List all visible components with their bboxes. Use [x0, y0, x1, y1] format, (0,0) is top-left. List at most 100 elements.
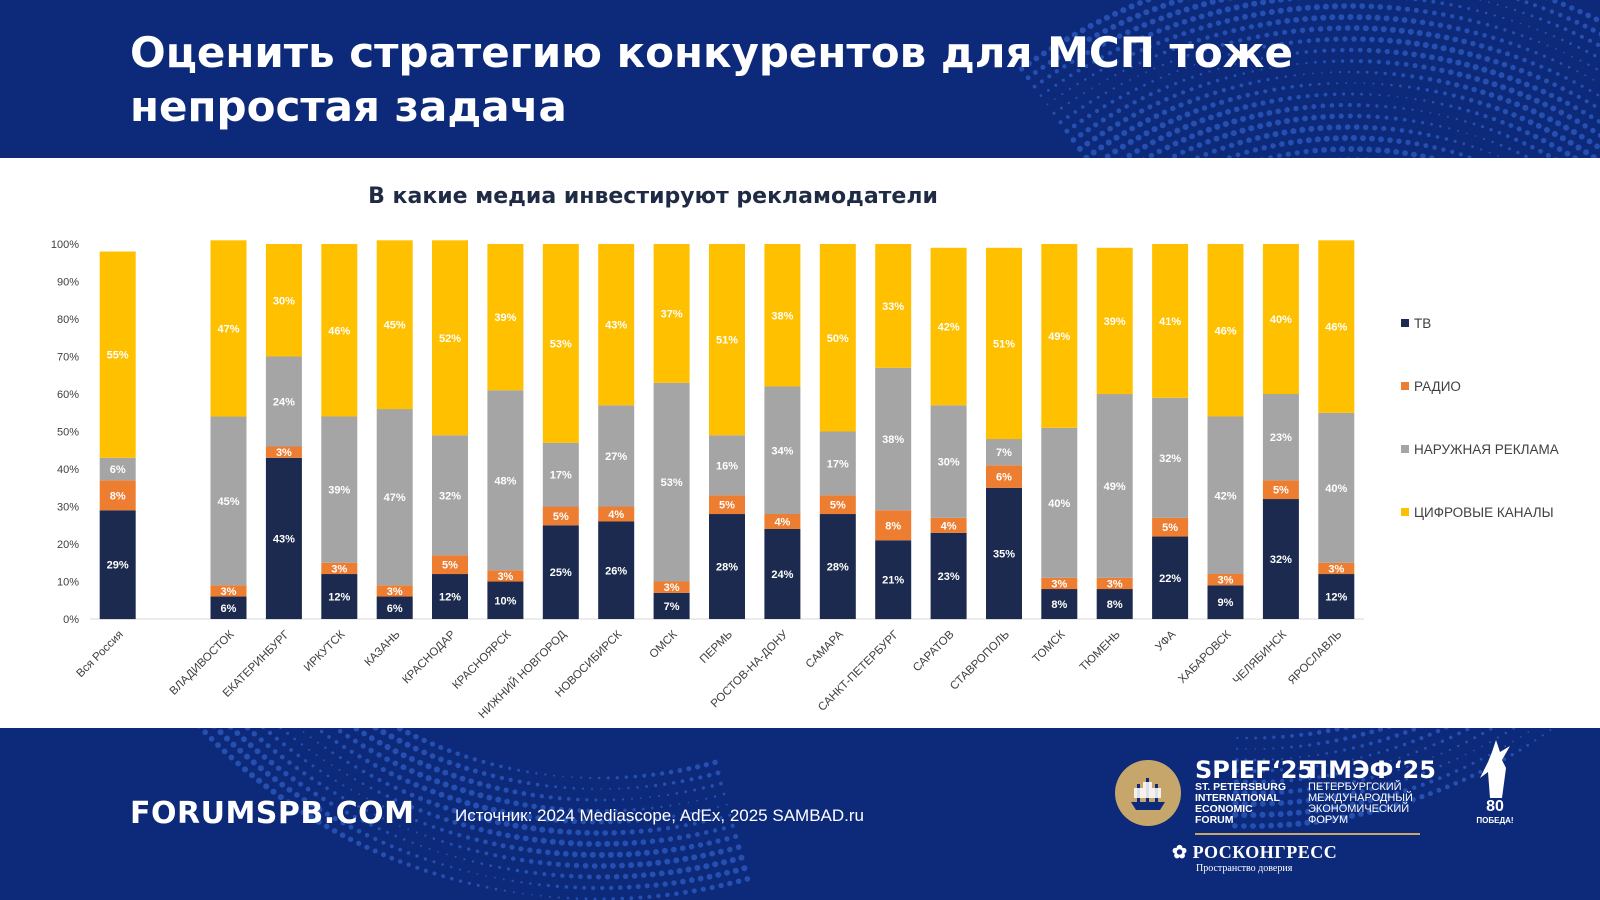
decor-dot [430, 788, 436, 795]
decor-dot [557, 828, 564, 835]
decor-dot [1257, 79, 1261, 84]
decor-dot [1245, 48, 1249, 52]
decor-dot [1257, 22, 1264, 28]
decor-dot [1348, 146, 1355, 152]
decor-dot [1515, 78, 1522, 85]
decor-dot [1099, 68, 1103, 72]
decor-dot [300, 743, 304, 746]
decor-dot [285, 799, 292, 806]
bar-segment-4 [321, 244, 358, 417]
data-label: 28% [716, 562, 738, 574]
decor-dot [1098, 83, 1101, 85]
decor-dot [612, 798, 616, 802]
decor-dot [1146, 57, 1150, 61]
decor-dot [1417, 131, 1422, 136]
decor-dot [709, 850, 715, 857]
decor-dot [417, 771, 424, 778]
bar-segment-3 [764, 386, 801, 514]
decor-dot [474, 837, 480, 843]
decor-dot [468, 789, 475, 796]
decor-dot [1405, 139, 1411, 145]
bar-segment-3 [709, 435, 745, 496]
decor-dot [1411, 728, 1417, 732]
decor-dot [1403, 62, 1409, 67]
data-label: 5% [830, 500, 846, 512]
decor-dot [1546, 44, 1549, 47]
decor-dot [1110, 24, 1117, 30]
decor-dot [641, 807, 645, 811]
decor-dot [665, 826, 671, 831]
decor-dot [1119, 143, 1126, 150]
decor-dot [1481, 731, 1485, 736]
decor-dot [604, 840, 611, 847]
spief-ru-line: ЭКОНОМИЧЕСКИЙ [1308, 803, 1410, 815]
victory-number: 80 [1486, 798, 1504, 815]
decor-dot [1218, 0, 1225, 3]
decor-dot [672, 814, 676, 818]
decor-dot [1224, 76, 1228, 80]
decor-dot [1203, 152, 1209, 157]
decor-dot [1448, 127, 1451, 130]
decor-dot [494, 876, 496, 879]
decor-dot [1486, 103, 1491, 108]
decor-dot [1387, 94, 1390, 97]
data-label: 5% [553, 511, 569, 523]
x-tick-label: СТАВРОПОЛЬ [948, 629, 1012, 693]
decor-dot [272, 749, 278, 754]
decor-dot [1527, 119, 1534, 125]
decor-dot [1412, 63, 1418, 69]
decor-dot [377, 827, 381, 831]
legend-swatch [1401, 382, 1409, 390]
decor-dot [1431, 43, 1438, 50]
data-label: 4% [941, 520, 957, 532]
decor-dot [1326, 82, 1330, 85]
decor-dot [1480, 89, 1486, 95]
decor-dot [1251, 12, 1257, 18]
decor-dot [1457, 129, 1460, 132]
data-label: 3% [276, 447, 292, 459]
data-label: 12% [1325, 592, 1347, 604]
decor-dot [315, 819, 322, 825]
decor-dot [533, 871, 538, 875]
decor-dot [1282, 29, 1288, 35]
decor-dot [571, 818, 577, 824]
decor-dot [1205, 139, 1211, 145]
decor-dot [735, 878, 742, 885]
decor-dot [1313, 49, 1318, 54]
decor-dot [1338, 71, 1341, 74]
decor-dot [1449, 104, 1453, 108]
decor-dot [1278, 97, 1284, 103]
decor-dot [1366, 114, 1371, 119]
decor-dot [591, 863, 598, 869]
decor-dot [679, 845, 686, 851]
decor-dot [1170, 105, 1176, 112]
decor-dot [1510, 753, 1514, 757]
decor-dot [662, 881, 668, 887]
decor-dot [1428, 21, 1435, 27]
decor-dot [1379, 773, 1383, 777]
decor-dot [1483, 114, 1488, 119]
decor-dot [656, 893, 661, 899]
decor-dot [261, 754, 268, 760]
decor-dot [1593, 53, 1597, 58]
bar-segment-3 [321, 416, 358, 563]
decor-dot [1130, 65, 1133, 69]
forum-site-link[interactable]: FORUMSPB.COM [130, 796, 415, 831]
decor-dot [1253, 46, 1258, 51]
decor-dot [346, 760, 350, 764]
decor-dot [1331, 48, 1336, 53]
decor-dot [1472, 64, 1479, 71]
decor-dot [443, 805, 449, 811]
decor-dot [242, 766, 248, 773]
decor-dot [1480, 125, 1485, 129]
decor-dot [1567, 139, 1574, 146]
decor-dot [473, 802, 480, 809]
decor-dot [1572, 155, 1578, 158]
decor-dot [1295, 51, 1300, 55]
decor-dot [372, 763, 378, 768]
decor-dot [437, 850, 440, 853]
decor-dot [1520, 34, 1524, 38]
data-label: 17% [550, 470, 572, 482]
decor-dot [727, 846, 733, 853]
decor-dot [1128, 79, 1131, 81]
